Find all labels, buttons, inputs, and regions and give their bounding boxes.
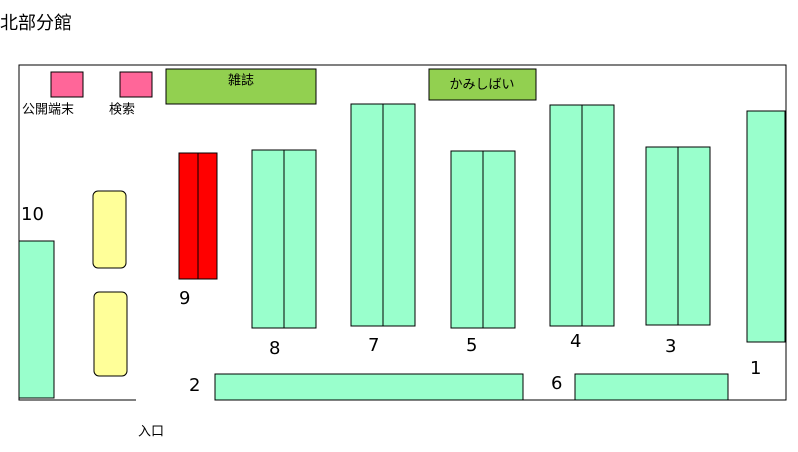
shelf (574, 373, 729, 401)
shelf-number: 1 (750, 358, 761, 379)
area (165, 68, 317, 105)
shelf-number: 9 (179, 288, 190, 309)
terminal-label: 公開端末 (22, 103, 74, 118)
terminal-label: 検索 (109, 103, 135, 118)
terminal (50, 71, 84, 98)
table (93, 291, 128, 377)
area-label: かみしばい (449, 78, 514, 93)
shelf-number: 7 (368, 335, 379, 356)
terminal (119, 71, 153, 98)
shelf (18, 240, 55, 399)
shelf-number: 5 (466, 335, 477, 356)
area (428, 68, 537, 101)
entrance-label: 入口 (138, 425, 164, 440)
shelf-number: 8 (269, 338, 280, 359)
shelf-number: 10 (21, 204, 44, 225)
area-label: 雑誌 (228, 73, 254, 89)
shelf-number: 2 (189, 375, 200, 396)
shelf (214, 373, 524, 401)
map-title: 北部分館 (0, 13, 72, 34)
shelf-number: 6 (551, 373, 562, 394)
shelf-number: 4 (570, 331, 581, 352)
table (92, 190, 127, 269)
shelf-number: 3 (665, 336, 676, 357)
shelf (746, 110, 786, 343)
